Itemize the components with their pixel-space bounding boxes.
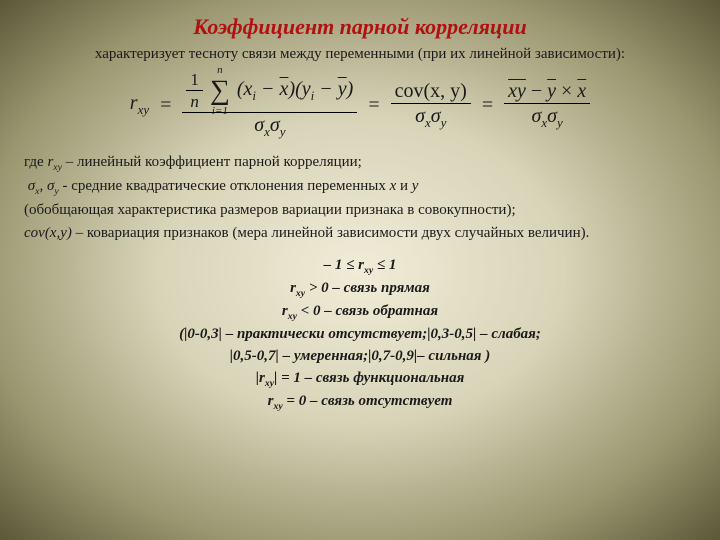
minus-sign: − <box>531 80 547 102</box>
sigma-y: σ <box>270 114 280 136</box>
sum-symbol: ∑ n i=1 <box>210 77 230 105</box>
subtitle: характеризует тесноту связи между переме… <box>24 46 696 63</box>
den-n: n <box>186 91 203 110</box>
xy-bar: xy <box>508 80 526 102</box>
num-1: 1 <box>186 71 203 91</box>
main-formula: rxy = 1 n ∑ n i=1 (xi − x)(yi − y) σxσy … <box>24 71 696 138</box>
def2-and: и <box>396 178 412 194</box>
sum-upper: n <box>217 65 223 76</box>
slide-container: Коэффициент парной корреляции характериз… <box>0 0 720 428</box>
rule-1: – 1 ≤ rxy ≤ 1 <box>24 255 696 278</box>
fraction-3: xy − y × x σxσy <box>504 81 590 129</box>
def4-post: – ковариация признаков (мера линейной за… <box>72 225 590 241</box>
fraction-1: 1 n ∑ n i=1 (xi − x)(yi − y) σxσy <box>182 71 357 138</box>
rule-5: |0,5-0,7| – умеренная;|0,7-0,9|– сильная… <box>24 346 696 368</box>
r-symbol: r <box>130 92 138 114</box>
rule-2: rxy > 0 – связь прямая <box>24 278 696 301</box>
equals-1: = <box>160 95 171 115</box>
x-bar: x <box>577 80 586 102</box>
rule-6: |rxy| = 1 – связь функциональная <box>24 368 696 391</box>
rule-7: rxy = 0 – связь отсутствует <box>24 391 696 414</box>
def3: (обобщающая характеристика размеров вари… <box>24 200 696 220</box>
rule-3: rxy < 0 – связь обратная <box>24 301 696 324</box>
times-sign: × <box>561 80 577 102</box>
r-subscript: xy <box>138 102 150 117</box>
sum-lower: i=1 <box>212 106 228 117</box>
cov-label: cov(x, y) <box>391 81 471 104</box>
def2-post: - средние квадратические отклонения пере… <box>62 178 389 194</box>
rule-4: (|0-0,3| – практически отсутствует;|0,3-… <box>24 324 696 346</box>
rules-block: – 1 ≤ rxy ≤ 1 rxy > 0 – связь прямая rxy… <box>24 255 696 414</box>
sigma-y-sub: y <box>280 124 286 139</box>
definitions: где rxy – линейный коэффициент парной ко… <box>24 152 696 243</box>
def1-pre: где <box>24 154 47 170</box>
sigma-x: σ <box>254 114 264 136</box>
def4-cov: cov(x,y) <box>24 225 72 241</box>
def2-y: y <box>412 178 419 194</box>
page-title: Коэффициент парной корреляции <box>24 14 696 40</box>
equals-2: = <box>368 95 379 115</box>
y-bar: y <box>547 80 556 102</box>
fraction-2: cov(x, y) σxσy <box>391 81 471 129</box>
def1-post: – линейный коэффициент парной корреляции… <box>62 154 362 170</box>
equals-3: = <box>482 95 493 115</box>
